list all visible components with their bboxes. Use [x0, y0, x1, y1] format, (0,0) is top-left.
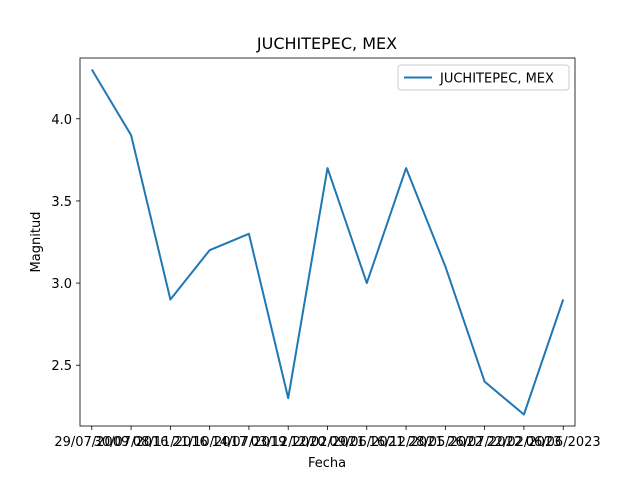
x-tick-label-11: 22/02/2023: [486, 435, 561, 450]
x-tick-label-2: 08/11/2016: [133, 435, 208, 450]
legend: JUCHITEPEC, MEX: [397, 64, 570, 91]
y-tick-label-0: 2.5: [51, 359, 72, 374]
chart-title: JUCHITEPEC, MEX: [256, 34, 397, 53]
x-tick-label-6: 12/02/2021: [290, 435, 365, 450]
x-tick-label-10: 26/07/2022: [447, 435, 522, 450]
legend-label-0: JUCHITEPEC, MEX: [439, 72, 554, 87]
y-tick-label-2: 3.5: [51, 195, 72, 210]
x-tick-label-1: 30/07/2016: [94, 435, 169, 450]
legend-box: [397, 64, 570, 91]
y-tick-label-3: 4.0: [51, 113, 72, 128]
y-tick-label-1: 3.0: [51, 277, 72, 292]
x-tick-label-0: 29/07/2009: [54, 435, 129, 450]
x-tick-label-9: 28/05/2022: [408, 435, 483, 450]
x-tick-label-4: 14/07/2019: [211, 435, 286, 450]
y-axis-label: Magnitud: [29, 212, 44, 273]
plot-frame: [79, 57, 576, 427]
series-line-0: [90, 68, 565, 416]
x-tick-label-7: 09/06/2021: [329, 435, 404, 450]
x-axis-label: Fecha: [308, 456, 346, 471]
x-tick-label-5: 03/12/2020: [251, 435, 326, 450]
x-tick-label-12: 06/06/2023: [526, 435, 601, 450]
x-tick-label-8: 16/12/2021: [369, 435, 444, 450]
plot-area: 29/07/200930/07/201608/11/201621/10/2017…: [51, 57, 601, 450]
x-tick-label-3: 21/10/2017: [172, 435, 247, 450]
